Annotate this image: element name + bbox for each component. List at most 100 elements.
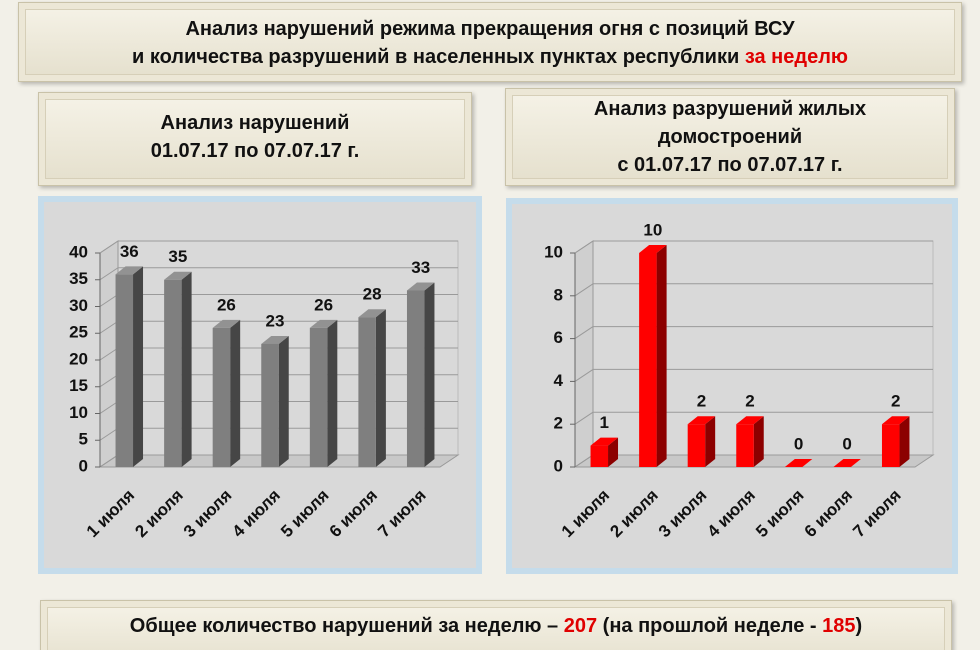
bar — [115, 274, 134, 467]
bar — [881, 424, 900, 467]
side-wall — [574, 240, 594, 468]
x-tick-label: 7 июля — [849, 486, 904, 541]
y-tick-label: 25 — [69, 323, 88, 342]
x-tick-label: 5 июля — [277, 486, 332, 541]
bar-top — [687, 416, 716, 425]
bar-side — [230, 319, 241, 467]
bar-side — [424, 282, 435, 467]
x-tick-label: 4 июля — [229, 486, 284, 541]
chart-title-box: Анализ разрушений жилых домостроений с 0… — [505, 88, 955, 186]
y-tick-label: 30 — [69, 296, 88, 315]
bar-side — [327, 319, 338, 467]
value-label: 35 — [168, 247, 187, 266]
value-label: 2 — [697, 392, 706, 411]
bar-side — [181, 271, 192, 467]
value-label: 1 — [600, 413, 609, 432]
grid-line — [99, 294, 119, 307]
grid-line — [99, 374, 119, 388]
bar — [309, 327, 328, 467]
bar — [358, 317, 376, 467]
title-line: Анализ нарушений режима прекращения огня… — [185, 18, 795, 40]
grid-line — [99, 427, 119, 441]
header: Анализ нарушений режима прекращения огня… — [18, 2, 962, 82]
grid-line — [99, 320, 119, 334]
y-tick-label: 0 — [554, 456, 563, 475]
y-tick-label: 20 — [69, 349, 88, 368]
bar-top — [406, 282, 435, 291]
bar-top — [212, 319, 241, 328]
x-tick-label: 3 июля — [655, 486, 710, 541]
grid-line — [99, 240, 119, 254]
bar-side — [705, 416, 716, 467]
bar-top — [261, 335, 289, 344]
y-tick-label: 35 — [69, 269, 88, 288]
x-tick-label: 5 июля — [752, 486, 807, 541]
footer-previous: 185 — [822, 615, 856, 637]
bar-top — [881, 416, 910, 425]
bar-side — [278, 335, 289, 467]
bar-top — [736, 416, 764, 425]
chart-title: Анализ нарушений — [160, 112, 350, 134]
y-tick-label: 10 — [69, 403, 88, 422]
y-tick-label: 40 — [69, 242, 88, 261]
y-tick-label: 15 — [69, 376, 88, 395]
value-label: 10 — [643, 220, 662, 239]
footer-text: ) — [855, 615, 863, 637]
value-label: 26 — [217, 295, 236, 314]
y-tick-label: 5 — [79, 430, 88, 449]
x-tick-label: 6 июля — [801, 486, 856, 541]
title-highlight: за неделю — [744, 46, 848, 68]
x-tick-label: 2 июля — [131, 486, 186, 541]
bar — [687, 424, 706, 467]
x-tick-label: 2 июля — [606, 486, 661, 541]
grid-line — [574, 283, 594, 297]
bar-top — [833, 459, 861, 467]
x-tick-label: 4 июля — [704, 486, 759, 541]
grid-line — [574, 326, 594, 340]
bar-side — [375, 309, 386, 467]
grid-line — [99, 347, 119, 361]
bar — [736, 424, 754, 467]
x-tick-label: 6 июля — [326, 486, 381, 541]
bar-top — [784, 459, 813, 467]
y-tick-label: 4 — [554, 371, 564, 390]
value-label: 23 — [266, 311, 285, 330]
bar-side — [899, 416, 910, 467]
grid-line — [574, 240, 594, 254]
value-label: 2 — [745, 392, 754, 411]
value-label: 0 — [794, 434, 803, 453]
x-tick-label: 3 июля — [180, 486, 235, 541]
x-tick-label: 7 июля — [374, 486, 429, 541]
bar — [261, 343, 279, 467]
bar-top — [590, 437, 619, 446]
y-tick-label: 8 — [554, 285, 563, 304]
title-text: и количества разрушений в населенных пун… — [131, 46, 740, 68]
bar-side — [608, 437, 619, 467]
grid-line — [99, 267, 119, 281]
bar-top — [639, 245, 667, 253]
x-tick-label: 1 июля — [83, 486, 138, 541]
chart-subtitle: 01.07.17 по 07.07.17 г. — [150, 140, 360, 162]
value-label: 28 — [363, 285, 382, 304]
x-tick-label: 1 июля — [558, 486, 613, 541]
footer-text: Общее количество нарушений за неделю – — [129, 615, 559, 637]
bar-top — [309, 319, 338, 328]
grid-line — [574, 368, 594, 382]
chart-title: Анализ разрушений жилых домостроений — [593, 98, 867, 148]
bar — [212, 327, 231, 467]
bar-top — [358, 309, 386, 318]
grid-line — [574, 411, 594, 425]
bar-top — [164, 271, 192, 280]
bar — [406, 290, 425, 467]
footer-count: 207 — [563, 615, 598, 637]
grid-line — [574, 454, 594, 468]
footer-text: (на прошлой неделе - — [602, 615, 817, 637]
chart-title-box: Анализ нарушений 01.07.17 по 07.07.17 г. — [38, 92, 472, 186]
bar — [590, 445, 609, 467]
value-label: 33 — [411, 258, 430, 277]
y-tick-label: 2 — [554, 414, 563, 433]
value-label: 0 — [842, 434, 851, 453]
y-tick-label: 6 — [554, 328, 563, 347]
value-label: 2 — [891, 392, 900, 411]
